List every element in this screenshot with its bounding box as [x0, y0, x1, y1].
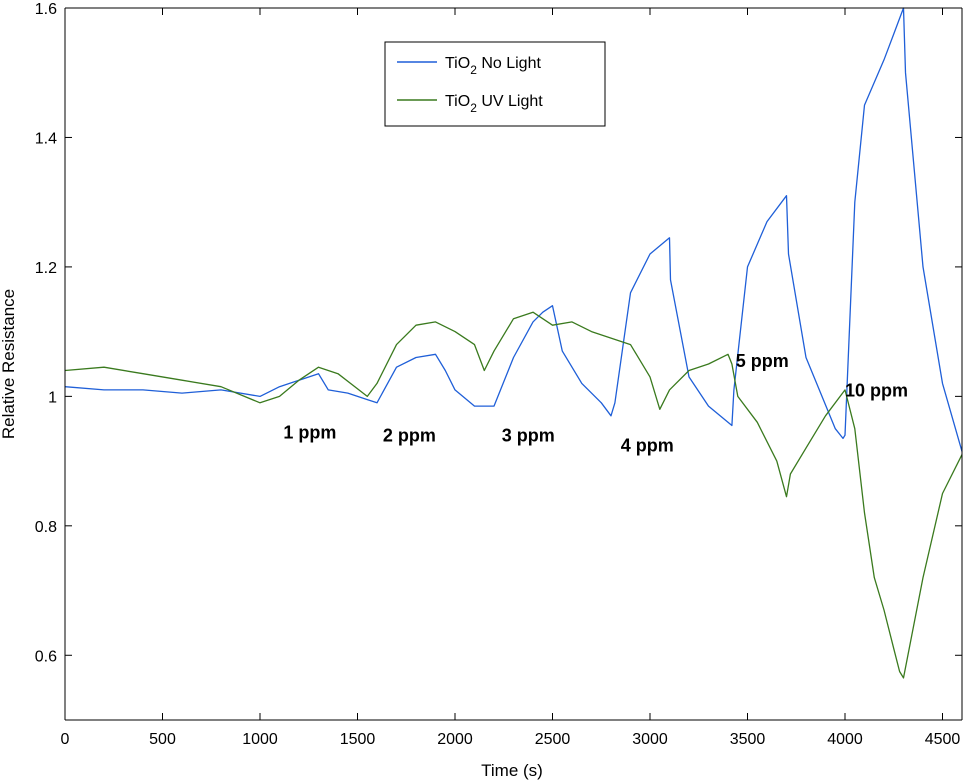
x-tick-label: 2500	[535, 731, 571, 748]
x-tick-label: 3500	[730, 731, 766, 748]
concentration-label: 5 ppm	[736, 351, 789, 371]
plot-area	[65, 8, 962, 720]
y-tick-label: 0.6	[35, 648, 57, 665]
axes-layer: 0 500 1000 1500 2000 2500 3000 3500 4000 4500 0.6 0…	[35, 1, 963, 748]
series-layer	[64, 7, 963, 679]
x-tick-label: 0	[61, 731, 70, 748]
legend-box	[384, 41, 606, 127]
concentration-label: 3 ppm	[502, 426, 555, 446]
x-axis-label: Time (s)	[481, 761, 543, 780]
y-axis-label: Relative Resistance	[0, 289, 18, 439]
x-tick-label: 3000	[632, 731, 668, 748]
x-tick-label: 4000	[827, 731, 863, 748]
concentration-label: 2 ppm	[383, 426, 436, 446]
y-tick-label: 1	[48, 389, 57, 406]
legend-entry-1: TiO2 No Light	[445, 55, 541, 77]
y-tick-label: 1.6	[35, 1, 57, 18]
x-tick-label: 1500	[340, 731, 376, 748]
concentration-label: 4 ppm	[621, 435, 674, 455]
x-tick-label: 1000	[242, 731, 278, 748]
legend-entry-2: TiO2 UV Light	[445, 93, 543, 115]
annotation-layer: 1 ppm 2 ppm 3 ppm 4 ppm 5 ppm 10 ppm	[283, 351, 908, 455]
x-tick-label: 2000	[437, 731, 473, 748]
y-tick-label: 0.8	[35, 519, 57, 536]
x-tick-label: 4500	[925, 731, 961, 748]
series-line-2	[64, 311, 963, 679]
y-tick-label: 1.4	[35, 130, 57, 147]
legend: TiO2 No Light TiO2 UV Light	[384, 41, 606, 127]
concentration-label: 10 ppm	[845, 380, 908, 400]
x-tick-label: 500	[149, 731, 176, 748]
concentration-label: 1 ppm	[283, 422, 336, 442]
y-tick-label: 1.2	[35, 260, 57, 277]
